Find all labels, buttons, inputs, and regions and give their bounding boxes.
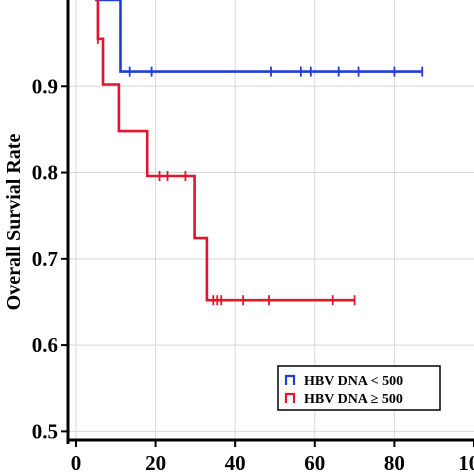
- legend-box: [277, 365, 441, 411]
- x-tick-label: 0: [71, 451, 82, 474]
- legend-label-1: HBV DNA ≥ 500: [304, 392, 403, 407]
- legend-swatch-0: [284, 374, 296, 385]
- y-axis-title: Overall Survial Rate: [3, 134, 25, 311]
- y-tick-label: 0.7: [32, 247, 58, 271]
- y-tick-label: 0.6: [32, 333, 58, 357]
- legend: HBV DNA < 500 HBV DNA ≥ 500: [277, 365, 441, 411]
- legend-label-0: HBV DNA < 500: [304, 374, 403, 389]
- x-tick-label: 20: [145, 451, 166, 474]
- x-tick-label: 100: [458, 451, 474, 474]
- y-tick-label: 0.8: [32, 161, 58, 185]
- x-tick-label: 40: [225, 451, 246, 474]
- legend-swatch-1: [284, 392, 296, 403]
- series-layer: [95, 0, 424, 306]
- x-tick-label: 80: [384, 451, 405, 474]
- axes-layer: 0.5 0.6 0.7 0.8 0.9 0 20 40 60 80 100: [32, 0, 474, 474]
- y-tick-label: 0.5: [32, 419, 58, 443]
- series-high-line: [96, 0, 355, 302]
- y-tick-label: 0.9: [32, 74, 58, 98]
- x-tick-label: 60: [304, 451, 325, 474]
